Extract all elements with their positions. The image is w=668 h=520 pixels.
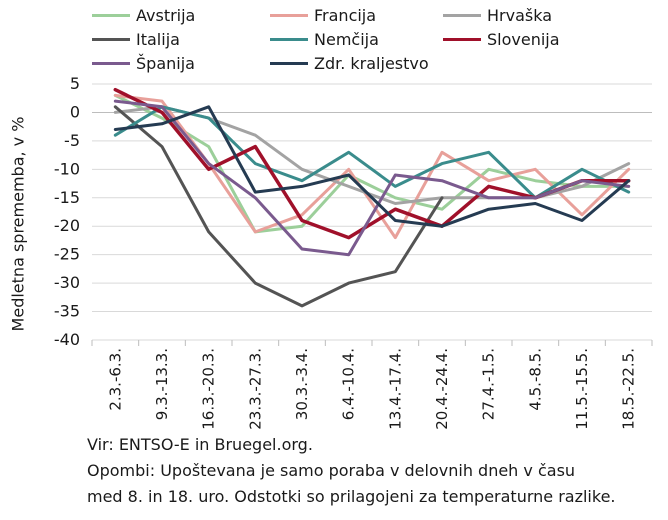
legend-label-italija: Italija [136, 29, 180, 49]
legend-label-spanija: Španija [136, 53, 195, 73]
x-tick-labels: 2.3.-6.3. 9.3.-13.3. 16.3.-20.3. 23.3.-27.3… [106, 348, 637, 430]
legend-label-francija: Francija [314, 5, 377, 25]
source-note: Vir: ENTSO-E in Bruegel.org. [87, 435, 313, 454]
chart-notes: Vir: ENTSO-E in Bruegel.org. Opombi: Upo… [87, 432, 616, 510]
legend: Avstrija Francija Hrvaška Italija Nemčij… [0, 0, 668, 80]
x-tick-label: 2.3.-6.3. [106, 348, 124, 411]
series-line-zdr-kraljestvo [113, 105, 631, 228]
y-tick-label: -10 [54, 159, 80, 178]
legend-label-zdr-kraljestvo: Zdr. kraljestvo [314, 53, 429, 73]
legend-label-nemcija: Nemčija [314, 29, 379, 49]
line-chart: 5 0 -5 -10 -15 -20 -25 -30 -35 -40 2.3.-6.3. 9.3.-… [54, 74, 653, 430]
x-tick-label: 23.3.-27.3. [246, 348, 264, 430]
y-tick-label: -25 [54, 245, 80, 264]
remarks-note-line1: Opombi: Upoštevana je samo poraba v delo… [87, 461, 576, 480]
series-line-italija [113, 105, 444, 308]
y-tick-label: -30 [54, 273, 80, 292]
y-tick-labels: 5 0 -5 -10 -15 -20 -25 -30 -35 -40 [54, 74, 80, 349]
series-line--panija [113, 99, 631, 257]
x-tick-label: 20.4.-24.4. [433, 348, 451, 430]
y-tick-label: 5 [70, 74, 80, 93]
legend-item-zdr-kraljestvo: Zdr. kraljestvo [270, 51, 429, 75]
series-lines [113, 87, 631, 308]
legend-item-italija: Italija [92, 27, 180, 51]
y-tick-label: -5 [64, 131, 80, 150]
series-line-avstrija [113, 93, 631, 234]
series-line-nem-ija [113, 105, 631, 200]
y-tick-label: -35 [54, 302, 80, 321]
x-tick-label: 13.4.-17.4. [386, 348, 404, 430]
legend-label-hrvaska: Hrvaška [487, 5, 553, 25]
y-tick-label: 0 [70, 102, 80, 121]
x-tick-label: 27.4.-1.5. [480, 348, 498, 420]
legend-swatch-zdr-kraljestvo [270, 61, 308, 65]
legend-swatch-avstrija [92, 13, 130, 17]
x-tick-label: 30.3.-3.4. [293, 348, 311, 420]
y-tick-label: -15 [54, 188, 80, 207]
legend-swatch-nemcija [270, 37, 308, 41]
x-tick-label: 16.3.-20.3. [200, 348, 218, 430]
x-tick-label: 6.4.-10.4. [340, 348, 358, 420]
x-tick-label: 18.5.-22.5. [620, 348, 638, 430]
legend-swatch-francija [270, 13, 308, 17]
legend-item-nemcija: Nemčija [270, 27, 379, 51]
legend-item-francija: Francija [270, 3, 376, 27]
y-tick-label: -20 [54, 216, 80, 235]
x-tick-label: 4.5.-8.5. [526, 348, 544, 411]
legend-item-slovenija: Slovenija [443, 27, 560, 51]
legend-label-avstrija: Avstrija [136, 5, 196, 25]
legend-swatch-hrvaska [443, 13, 481, 17]
y-tick-label: -40 [54, 330, 80, 349]
legend-swatch-italija [92, 37, 130, 41]
legend-item-spanija: Španija [92, 51, 195, 75]
remarks-note-line2: med 8. in 18. uro. Odstotki so prilagoje… [87, 487, 616, 506]
x-tick-label: 11.5.-15.5. [573, 348, 591, 430]
legend-swatch-spanija [92, 61, 130, 65]
legend-swatch-slovenija [443, 37, 481, 41]
legend-item-avstrija: Avstrija [92, 3, 195, 27]
legend-label-slovenija: Slovenija [487, 29, 560, 49]
legend-item-hrvaska: Hrvaška [443, 3, 552, 27]
x-tick-label: 9.3.-13.3. [153, 348, 171, 420]
